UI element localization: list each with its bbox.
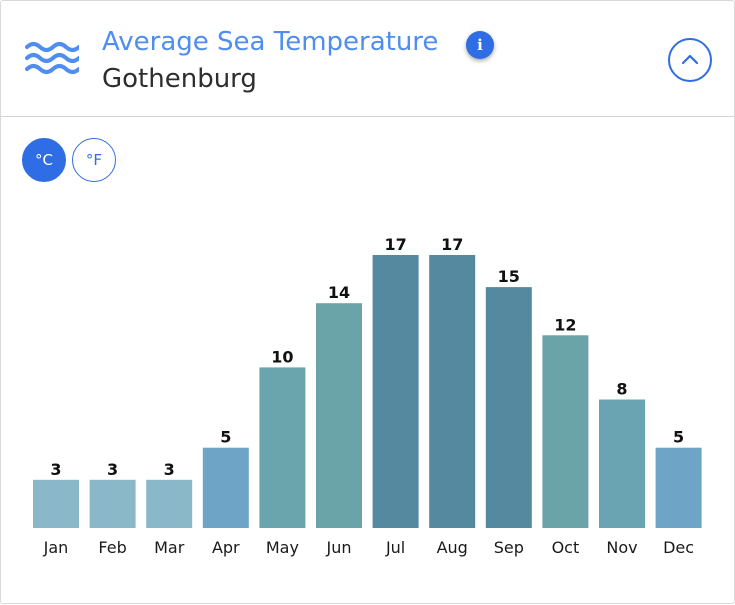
page-title: Average Sea Temperature xyxy=(102,27,439,57)
data-label-sep: 15 xyxy=(498,267,520,286)
tick-label-feb: Feb xyxy=(98,538,126,557)
bar-feb xyxy=(89,479,136,528)
data-label-jan: 3 xyxy=(50,460,61,479)
data-label-dec: 5 xyxy=(673,428,684,447)
bar-may xyxy=(259,367,306,528)
tick-label-jul: Jul xyxy=(385,538,405,557)
data-label-nov: 8 xyxy=(616,380,627,399)
temperature-bar-chart: 3 Jan 3 Feb 3 Mar 5 Apr 10 May 14 Jun 17 Jul 17 Aug 15 Se… xyxy=(33,235,702,557)
bar-apr xyxy=(202,447,249,528)
bar-oct xyxy=(542,335,589,528)
data-label-feb: 3 xyxy=(107,460,118,479)
collapse-button[interactable] xyxy=(668,38,712,82)
tick-label-oct: Oct xyxy=(552,538,580,557)
bar-nov xyxy=(599,399,645,528)
bar-aug xyxy=(429,255,476,528)
data-label-oct: 12 xyxy=(554,315,576,334)
data-label-apr: 5 xyxy=(220,428,231,447)
fahrenheit-toggle[interactable]: °F xyxy=(72,138,116,182)
tick-label-aug: Aug xyxy=(437,538,468,557)
chevron-up-icon xyxy=(681,54,699,65)
data-label-aug: 17 xyxy=(441,235,463,254)
tick-label-apr: Apr xyxy=(212,538,240,557)
bar-jul xyxy=(372,255,419,528)
bar-dec xyxy=(655,447,702,528)
bar-sep xyxy=(485,287,532,528)
tick-label-jun: Jun xyxy=(326,538,352,557)
tick-label-dec: Dec xyxy=(663,538,694,557)
celsius-toggle[interactable]: °C xyxy=(22,138,66,182)
data-label-may: 10 xyxy=(271,347,293,366)
waves-icon xyxy=(25,42,79,74)
tick-label-mar: Mar xyxy=(154,538,185,557)
data-label-jun: 14 xyxy=(328,283,350,302)
location-subtitle: Gothenburg xyxy=(102,64,257,94)
tick-label-nov: Nov xyxy=(606,538,637,557)
bar-jan xyxy=(33,479,79,528)
info-icon[interactable]: i xyxy=(466,31,494,59)
tick-label-sep: Sep xyxy=(494,538,524,557)
data-label-mar: 3 xyxy=(164,460,175,479)
tick-label-jan: Jan xyxy=(43,538,69,557)
data-label-jul: 17 xyxy=(384,235,406,254)
bar-mar xyxy=(146,479,193,528)
card-header: Average Sea Temperature Gothenburg i xyxy=(1,1,734,117)
bar-jun xyxy=(316,303,362,528)
tick-label-may: May xyxy=(266,538,299,557)
